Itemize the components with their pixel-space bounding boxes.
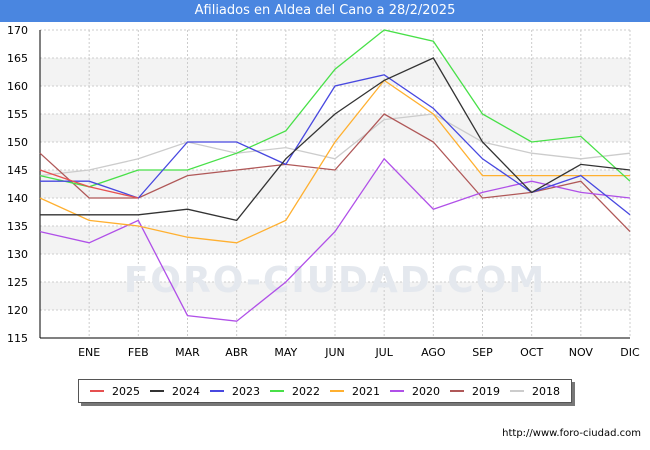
legend-label: 2024 xyxy=(172,384,200,398)
series-line-2024 xyxy=(40,57,631,222)
legend-swatch xyxy=(510,390,524,392)
x-tick-label: OCT xyxy=(520,346,543,359)
y-tick-label: 135 xyxy=(7,220,28,233)
x-tick-label: JUL xyxy=(374,346,393,359)
legend-swatch xyxy=(450,390,464,392)
x-tick-label: DIC xyxy=(620,346,640,359)
legend-swatch xyxy=(90,390,104,392)
watermark: FORO-CIUDAD.COM xyxy=(124,260,546,301)
x-tick-label: SEP xyxy=(472,346,493,359)
y-tick-label: 140 xyxy=(7,192,28,205)
legend-item-2023: 2023 xyxy=(210,385,260,398)
legend-label: 2025 xyxy=(112,384,140,398)
y-tick-label: 160 xyxy=(7,80,28,93)
legend-item-2022: 2022 xyxy=(270,385,320,398)
series-line-2018 xyxy=(39,113,631,177)
chart-legend: 2025 2024 2023 2022 2021 2020 2019 2018 xyxy=(78,379,572,403)
series-line-2022 xyxy=(39,29,631,188)
y-tick-label: 150 xyxy=(7,136,28,149)
legend-label: 2018 xyxy=(532,384,560,398)
legend-item-2025: 2025 xyxy=(90,385,140,398)
x-tick-label: NOV xyxy=(569,346,594,359)
chart-title: Afiliados en Aldea del Cano a 28/2/2025 xyxy=(0,0,650,22)
y-tick-label: 115 xyxy=(7,332,28,345)
legend-item-2020: 2020 xyxy=(390,385,440,398)
y-tick-label: 120 xyxy=(7,304,28,317)
source-link[interactable]: http://www.foro-ciudad.com xyxy=(502,428,641,439)
y-tick-label: 130 xyxy=(7,248,28,261)
legend-label: 2023 xyxy=(232,384,260,398)
x-tick-label: ENE xyxy=(78,346,100,359)
y-tick-label: 170 xyxy=(7,24,28,37)
legend-swatch xyxy=(150,390,164,392)
legend-item-2021: 2021 xyxy=(330,385,380,398)
legend-item-2024: 2024 xyxy=(150,385,200,398)
y-tick-label: 155 xyxy=(7,108,28,121)
x-tick-label: AGO xyxy=(421,346,446,359)
x-tick-label: MAR xyxy=(175,346,200,359)
legend-swatch xyxy=(270,390,284,392)
legend-item-2018: 2018 xyxy=(510,385,560,398)
legend-item-2019: 2019 xyxy=(450,385,500,398)
y-tick-label: 145 xyxy=(7,164,28,177)
y-tick-label: 165 xyxy=(7,52,28,65)
x-tick-label: FEB xyxy=(128,346,149,359)
x-tick-label: JUN xyxy=(324,346,345,359)
series-line-2020 xyxy=(39,157,631,322)
legend-label: 2019 xyxy=(472,384,500,398)
y-tick-label: 125 xyxy=(7,276,28,289)
series-line-2021 xyxy=(39,79,630,244)
legend-swatch xyxy=(330,390,344,392)
legend-label: 2021 xyxy=(352,384,380,398)
legend-label: 2022 xyxy=(292,384,320,398)
series-line-2025 xyxy=(39,169,139,199)
legend-label: 2020 xyxy=(412,384,440,398)
x-tick-label: ABR xyxy=(225,346,248,359)
legend-swatch xyxy=(390,390,404,392)
legend-swatch xyxy=(210,390,224,392)
x-tick-label: MAY xyxy=(274,346,297,359)
